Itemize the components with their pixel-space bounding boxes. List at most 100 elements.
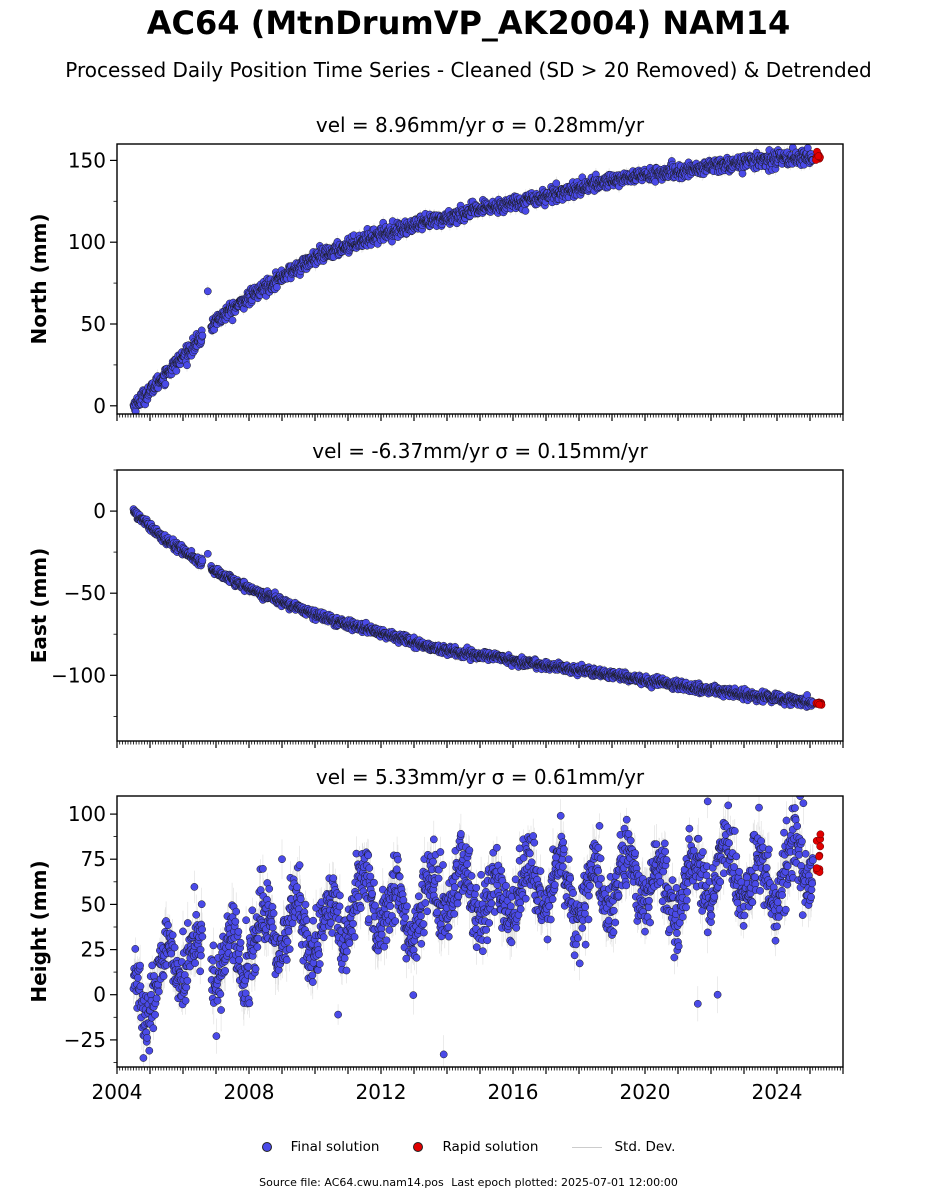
final-point xyxy=(564,855,573,864)
final-point xyxy=(529,832,538,840)
final-point xyxy=(559,862,567,871)
final-point xyxy=(467,872,476,880)
final-point xyxy=(414,892,423,901)
y-tick-label: 100 xyxy=(68,230,106,254)
final-point xyxy=(196,967,205,976)
final-point xyxy=(401,913,410,922)
final-point xyxy=(548,895,557,904)
final-point xyxy=(412,953,421,962)
y-tick-label: 150 xyxy=(68,148,106,172)
final-point xyxy=(368,890,377,898)
final-point xyxy=(345,939,354,947)
final-point xyxy=(391,917,400,925)
final-point xyxy=(536,867,545,875)
final-solution-points-3 xyxy=(129,796,817,1062)
final-point xyxy=(439,861,447,869)
final-point xyxy=(198,932,207,941)
final-point xyxy=(182,983,191,992)
final-point xyxy=(197,900,206,909)
final-point xyxy=(581,940,590,949)
final-point xyxy=(419,920,428,928)
final-point xyxy=(409,991,418,999)
final-point xyxy=(253,943,262,951)
final-point xyxy=(444,932,453,941)
final-point xyxy=(497,866,506,875)
final-point xyxy=(516,905,525,913)
final-point xyxy=(429,857,437,866)
final-point xyxy=(364,851,373,860)
final-point xyxy=(236,938,245,947)
y-axis-label-1: North (mm) xyxy=(27,213,51,344)
page-subtitle: Processed Daily Position Time Series - C… xyxy=(65,58,872,82)
final-point xyxy=(394,855,402,864)
final-point xyxy=(420,928,428,937)
final-point xyxy=(356,904,365,912)
final-point xyxy=(315,960,324,968)
final-point xyxy=(197,951,205,960)
final-point xyxy=(594,843,603,852)
final-point xyxy=(543,935,552,944)
final-point xyxy=(738,169,747,178)
y-axis-label-2: East (mm) xyxy=(27,548,51,664)
final-point xyxy=(527,858,536,867)
final-point xyxy=(145,1046,154,1055)
final-point xyxy=(198,331,207,340)
final-point xyxy=(308,978,317,986)
final-point xyxy=(349,919,357,928)
final-point xyxy=(574,934,582,942)
y-tick-label: 0 xyxy=(93,499,106,523)
final-point xyxy=(183,919,192,927)
final-point xyxy=(221,966,230,975)
final-point xyxy=(507,938,516,947)
final-point xyxy=(152,994,161,1003)
final-point xyxy=(417,912,425,920)
final-point xyxy=(295,861,304,869)
final-point xyxy=(423,907,432,916)
final-point xyxy=(136,982,145,991)
final-point xyxy=(217,1006,225,1014)
final-point xyxy=(350,933,359,941)
final-point xyxy=(471,890,479,899)
final-point xyxy=(584,915,593,924)
final-point xyxy=(512,924,521,932)
panel-title-2: vel = -6.37mm/yr σ = 0.15mm/yr xyxy=(312,439,648,463)
final-point xyxy=(254,934,263,943)
final-point xyxy=(154,987,163,996)
final-point xyxy=(493,843,501,852)
final-point xyxy=(309,916,318,925)
final-point xyxy=(164,921,172,930)
final-point xyxy=(370,878,378,887)
std-dev-bars-2 xyxy=(133,506,814,711)
x-major-ticks-1 xyxy=(116,414,844,421)
final-point xyxy=(566,874,575,883)
final-point xyxy=(342,966,351,975)
final-point xyxy=(581,903,590,911)
final-point xyxy=(265,884,274,893)
final-point xyxy=(159,972,168,981)
final-point xyxy=(161,380,170,388)
final-point xyxy=(585,891,593,900)
y-tick-label: 0 xyxy=(93,394,106,418)
final-point xyxy=(485,919,494,927)
final-point xyxy=(282,956,291,964)
final-point xyxy=(198,556,207,565)
final-point xyxy=(235,956,243,964)
final-point xyxy=(482,926,491,934)
final-point xyxy=(251,965,260,973)
final-point xyxy=(203,287,212,296)
final-point xyxy=(181,996,190,1005)
final-point xyxy=(575,959,584,968)
final-point xyxy=(335,902,344,911)
axes-frame-1 xyxy=(116,143,844,415)
y-tick-label: −100 xyxy=(51,663,106,687)
page-title: AC64 (MtnDrumVP_AK2004) NAM14 xyxy=(146,4,791,42)
final-point xyxy=(380,942,389,951)
final-point xyxy=(506,902,515,911)
rapid-point xyxy=(815,700,824,709)
final-point xyxy=(450,910,459,918)
final-point xyxy=(487,899,496,908)
final-point xyxy=(594,867,602,875)
final-point xyxy=(597,874,605,883)
final-point xyxy=(284,927,293,936)
